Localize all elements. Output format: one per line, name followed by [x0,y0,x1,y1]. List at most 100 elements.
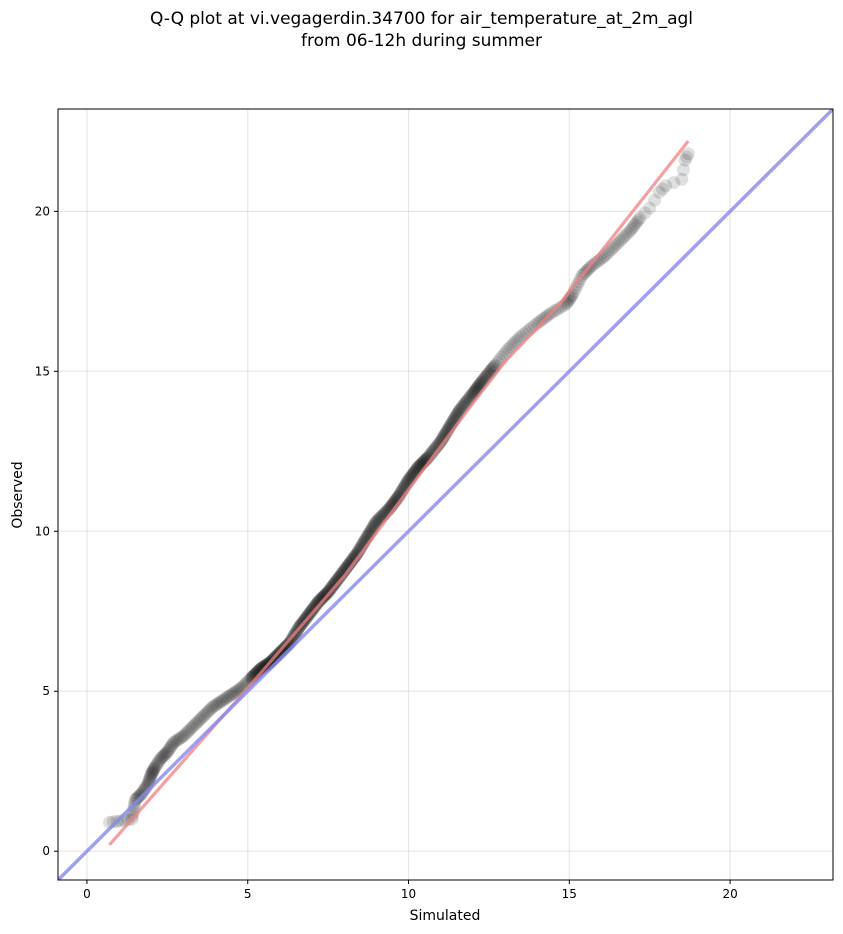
quantile-point [150,758,164,772]
quantile-point [457,398,471,412]
quantile-point [147,762,161,776]
quantile-point [608,238,622,252]
data-layer [58,109,833,880]
x-tick-label: 20 [722,887,737,901]
quantile-point [611,236,625,250]
quantile-point [228,685,242,699]
quantile-point [164,740,178,754]
quantile-point [330,573,344,587]
quantile-point [652,185,666,199]
quantile-point [192,713,206,727]
quantile-point [131,790,145,804]
quantile-point [587,257,601,271]
quantile-point [162,742,176,756]
quantile-point [181,724,195,738]
quantile-point [186,719,200,733]
quantile-point [202,703,216,717]
y-tick-label: 20 [35,204,50,218]
quantile-point [324,581,338,595]
quantile-point [145,765,159,779]
x-tick-label: 5 [244,887,252,901]
quantile-point [311,596,325,610]
quantile-point [166,737,180,751]
quantile-point [613,234,627,248]
quantile-point [132,789,146,803]
quantile-point [304,605,318,619]
x-tick-label: 10 [401,887,416,901]
quantile-point [312,594,326,608]
quantile-point [173,731,187,745]
quantile-point [212,696,226,710]
quantile-point [306,602,320,616]
quantile-point [326,579,340,593]
quantile-point [631,213,645,227]
quantile-point [606,241,620,255]
quantile-point [201,705,215,719]
quantile-point [589,256,603,270]
quantile-point [615,232,629,246]
quantile-point [329,574,343,588]
x-tick-label: 0 [83,887,91,901]
y-tick-label: 15 [35,364,50,378]
quantile-point [175,730,189,744]
quantile-point [325,581,339,595]
quantile-point [309,598,323,612]
quantile-point [180,726,194,740]
quantile-point [143,772,157,786]
quantile-point [215,694,229,708]
quantile-point [153,753,167,767]
quantile-point [252,663,266,677]
quantile-point [254,661,268,675]
quantile-point [159,746,173,760]
quantile-point [434,435,448,449]
quantile-point [197,708,211,722]
quantile-point [149,759,163,773]
quantile-point [676,163,690,177]
quantile-point [315,591,329,605]
quantile-point [157,748,171,762]
quantile-point [325,580,339,594]
quantile-point [319,587,333,601]
quantile-point [623,224,637,238]
quantile-point [331,571,345,585]
quantile-point [458,396,472,410]
quantile-point [167,735,181,749]
quantile-point [311,595,325,609]
quantile-point [144,769,158,783]
quantile-point [569,281,583,295]
quantile-point [255,661,269,675]
quantile-point [147,761,161,775]
quantile-point [625,221,639,235]
quantile-point [452,405,466,419]
quantile-point [621,226,635,240]
quantile-point [454,402,468,416]
plot-frame [57,108,834,881]
quantile-point [369,516,383,530]
quantile-point [158,747,172,761]
quantile-point [455,400,469,414]
quantile-point [207,699,221,713]
quantile-point [667,176,681,190]
quantile-point [144,767,158,781]
quantile-point [508,336,522,350]
quantile-point [160,745,174,759]
quantile-point [145,766,159,780]
quantile-point [309,597,323,611]
quantile-point [327,577,341,591]
quantile-point [617,230,631,244]
quantile-point [458,397,472,411]
y-tick-label: 0 [42,844,50,858]
quantile-point [630,215,644,229]
quantile-point [134,788,148,802]
quantile-point [675,172,689,186]
quantile-point [503,340,517,354]
quantile-point [656,182,670,196]
quantile-point [156,749,170,763]
quantile-point [501,342,515,356]
quantile-point [638,206,652,220]
quantile-point [314,593,328,607]
quantile-point [170,733,184,747]
quantile-point [196,710,210,724]
quantile-point [229,684,243,698]
quantile-point [152,755,166,769]
